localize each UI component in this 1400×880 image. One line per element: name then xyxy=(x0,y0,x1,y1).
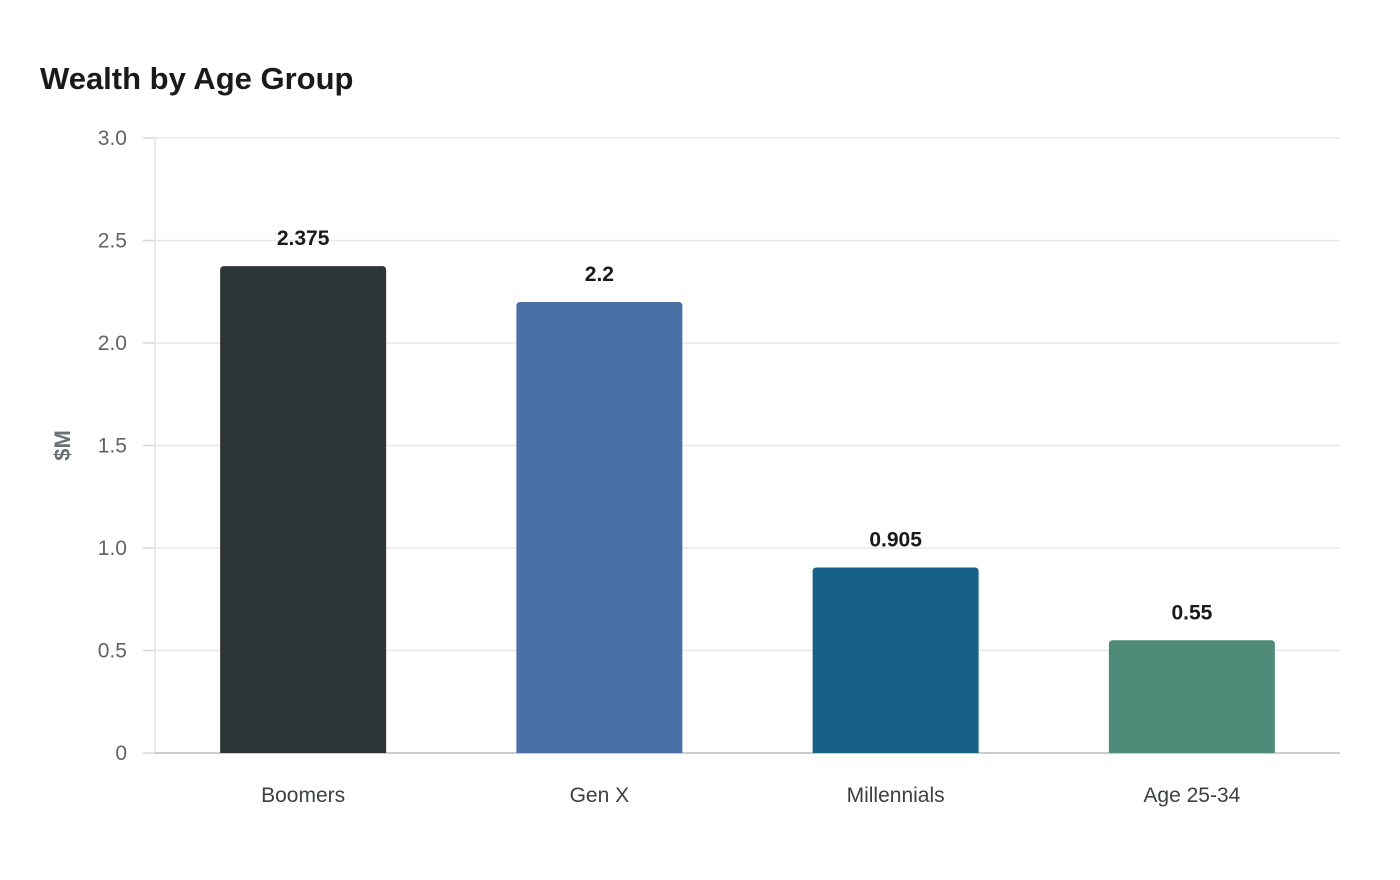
bar-value-label: 2.2 xyxy=(585,263,614,286)
x-tick-label: Boomers xyxy=(261,784,345,807)
bar xyxy=(1108,640,1275,753)
y-tick-label: 1.5 xyxy=(98,435,127,458)
bar xyxy=(516,302,683,753)
y-axis-ticks: 0 0.5 1.0 1.5 2.0 2.5 3.0 xyxy=(98,127,155,765)
y-tick-label: 2.0 xyxy=(98,332,127,355)
y-tick-label: 0 xyxy=(115,742,127,765)
x-tick-label: Millennials xyxy=(847,784,945,807)
bar xyxy=(220,266,387,753)
y-tick-label: 3.0 xyxy=(98,127,127,150)
bar-value-label: 0.905 xyxy=(869,528,922,551)
x-tick-label: Age 25-34 xyxy=(1143,784,1240,807)
y-tick-label: 2.5 xyxy=(98,230,127,253)
y-tick-label: 0.5 xyxy=(98,640,127,663)
y-tick-label: 1.0 xyxy=(98,537,127,560)
bar xyxy=(812,567,979,753)
chart-title: Wealth by Age Group xyxy=(40,61,354,96)
x-axis-labels: Boomers Gen X Millennials Age 25-34 xyxy=(261,784,1241,807)
bar-value-label: 0.55 xyxy=(1171,601,1212,624)
bars xyxy=(220,266,1275,753)
y-axis-title: $M xyxy=(50,430,75,461)
bar-value-label: 2.375 xyxy=(277,227,330,250)
value-labels: 2.375 2.2 0.905 0.55 xyxy=(277,227,1213,624)
x-tick-label: Gen X xyxy=(570,784,630,807)
